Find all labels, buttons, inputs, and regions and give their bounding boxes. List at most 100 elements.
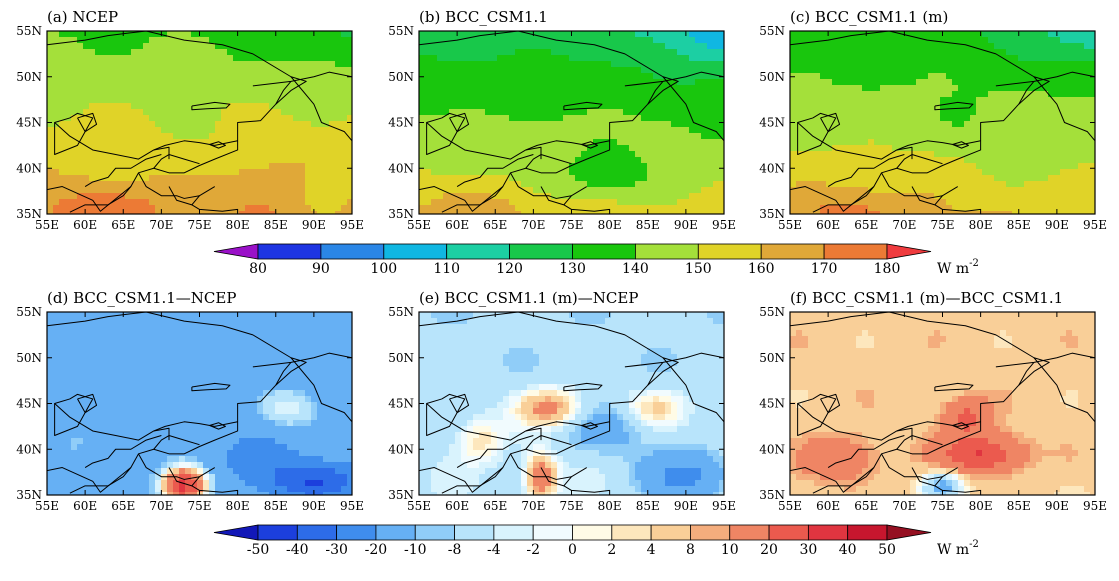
x-tick-label: 70E [521, 499, 545, 513]
lake-outline [820, 393, 841, 414]
border-line [153, 435, 200, 450]
colorbar-label: 40 [839, 542, 857, 558]
border-line [54, 122, 170, 160]
colorbar-segment [336, 524, 377, 541]
border-line [563, 186, 588, 206]
border-line [252, 352, 352, 368]
x-tick-label: 65E [483, 499, 507, 513]
colorbar-label: -30 [325, 542, 348, 558]
colorbar-label: 120 [496, 261, 523, 277]
colorbar-segment [729, 524, 770, 541]
border-line [426, 403, 542, 441]
colorbar-segment [257, 243, 322, 260]
border-line [827, 435, 905, 468]
colorbar-segment [690, 524, 731, 541]
border-line [456, 154, 534, 187]
border-line [84, 435, 162, 468]
y-tick-label: 35N [759, 488, 785, 502]
country-borders [419, 312, 724, 494]
lake-outline [449, 393, 470, 414]
border-line [790, 31, 1050, 212]
border-line [797, 403, 913, 441]
border-line [1018, 362, 1035, 386]
y-tick-label: 50N [759, 351, 785, 365]
colorbar-label: 8 [686, 542, 695, 558]
colorbar-segment [807, 524, 849, 541]
panel-title: (c) BCC_CSM1.1 (m) [790, 8, 948, 26]
y-tick-label: 35N [16, 207, 42, 221]
y-tick-label: 55N [388, 24, 414, 38]
x-tick-label: 95E [340, 499, 364, 513]
map-panel-b: 55E 60E 65E 70E 75E 80E 85E 90E 95E 55N 50N 45N 40N 3… [388, 8, 736, 232]
x-tick-label: 55E [407, 218, 431, 232]
x-tick-label: 65E [483, 218, 507, 232]
colorbar-label: 110 [433, 261, 460, 277]
colorbar-label: 0 [568, 542, 577, 558]
x-tick-label: 95E [1083, 218, 1107, 232]
lake-outline [581, 422, 598, 430]
border-line [153, 154, 200, 169]
x-tick-label: 85E [1007, 218, 1031, 232]
y-tick-label: 35N [388, 488, 414, 502]
colorbar-segment [768, 524, 809, 541]
border-line [138, 453, 200, 480]
colorbar-label: 4 [647, 542, 656, 558]
colorbar-unit: W m-2 [937, 539, 979, 558]
x-tick-label: 70E [892, 218, 916, 232]
map-panel-c: 55E 60E 65E 70E 75E 80E 85E 90E 95E 55N 50N 45N 40N 3… [759, 8, 1107, 232]
colorbar-label: -20 [365, 542, 388, 558]
colorbar-label: 150 [685, 261, 712, 277]
map-panel-f: 55E 60E 65E 70E 75E 80E 85E 90E 95E 55N 50N 45N 40N 3… [759, 289, 1107, 513]
x-tick-label: 85E [636, 499, 660, 513]
lake-outline [952, 141, 969, 149]
x-tick-label: 55E [35, 218, 59, 232]
panel-title: (a) NCEP [47, 8, 118, 26]
colorbar-segment [414, 524, 455, 541]
colorbar-segment [611, 524, 652, 541]
y-tick-label: 55N [759, 305, 785, 319]
x-tick-label: 60E [73, 499, 97, 513]
lake-outline [209, 141, 226, 149]
border-line [662, 357, 724, 423]
border-line [69, 186, 132, 213]
contour-field [790, 312, 1095, 495]
colorbar-segment [320, 243, 385, 260]
colorbar-segment [760, 243, 825, 260]
lake-outline [934, 382, 974, 392]
border-line [426, 393, 466, 437]
x-tick-label: 85E [264, 218, 288, 232]
panel-title: (b) BCC_CSM1.1 [419, 8, 548, 26]
x-tick-label: 80E [969, 218, 993, 232]
x-tick-label: 65E [111, 218, 135, 232]
border-line [1018, 81, 1035, 105]
x-tick-label: 70E [149, 499, 173, 513]
y-tick-label: 55N [759, 24, 785, 38]
colorbar-label: 100 [370, 261, 397, 277]
lake-outline [191, 382, 231, 392]
border-line [624, 352, 724, 368]
y-tick-label: 40N [16, 442, 42, 456]
map-panel-e: 55E 60E 65E 70E 75E 80E 85E 90E 95E 55N 50N 45N 40N 3… [388, 289, 736, 513]
border-line [290, 76, 352, 142]
colorbar-arrow-high [886, 243, 932, 260]
border-line [168, 186, 238, 212]
y-tick-label: 50N [388, 70, 414, 84]
x-tick-label: 85E [636, 218, 660, 232]
x-tick-label: 75E [930, 218, 954, 232]
border-line [84, 154, 162, 187]
colorbar-label: 30 [799, 542, 817, 558]
colorbar-label: 50 [878, 542, 896, 558]
country-borders [47, 31, 352, 213]
colorbar-label: 180 [874, 261, 901, 277]
x-tick-label: 65E [854, 499, 878, 513]
border-line [647, 362, 664, 386]
colorbar-label: 140 [622, 261, 649, 277]
border-line [563, 467, 588, 487]
colorbar-label: -2 [526, 542, 540, 558]
colorbar-arrow-low [213, 524, 259, 541]
colorbar-arrow-low [213, 243, 259, 260]
border-line [510, 172, 572, 199]
x-tick-label: 90E [302, 218, 326, 232]
colorbar-label: -4 [487, 542, 501, 558]
x-tick-label: 65E [111, 499, 135, 513]
